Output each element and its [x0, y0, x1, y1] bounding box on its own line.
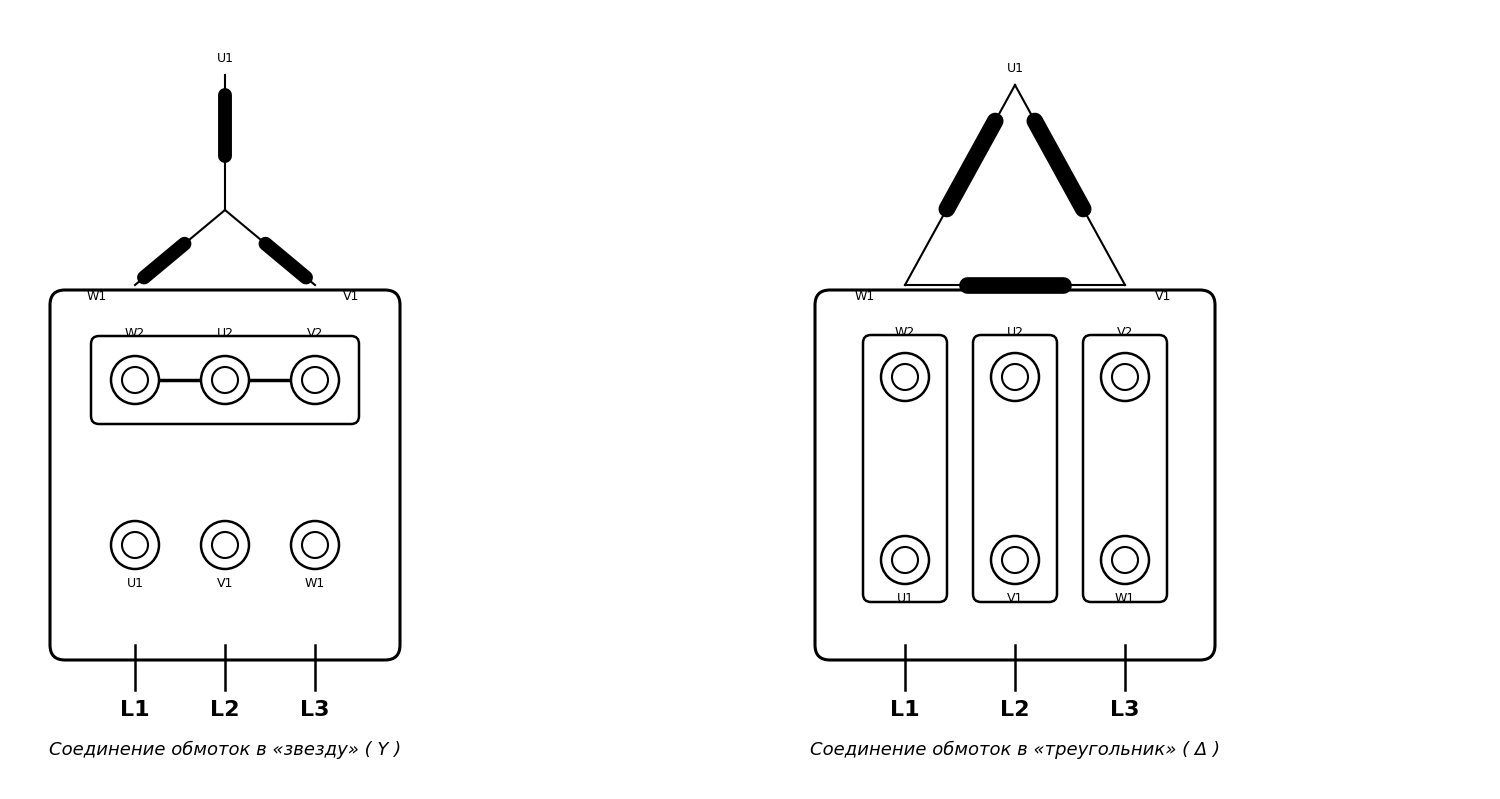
- Text: L1: L1: [890, 700, 920, 720]
- Circle shape: [992, 536, 1039, 584]
- Circle shape: [302, 367, 328, 393]
- Text: U1: U1: [897, 592, 914, 605]
- Text: V1: V1: [217, 577, 232, 590]
- Circle shape: [201, 356, 249, 404]
- Circle shape: [1101, 353, 1149, 401]
- FancyBboxPatch shape: [815, 290, 1215, 660]
- Text: U1: U1: [1007, 62, 1023, 75]
- Circle shape: [211, 367, 238, 393]
- Text: Соединение обмоток в «звезду» ( Y ): Соединение обмоток в «звезду» ( Y ): [50, 741, 400, 759]
- Text: W2: W2: [124, 327, 146, 340]
- Text: U1: U1: [126, 577, 144, 590]
- Circle shape: [892, 547, 918, 573]
- Text: V2: V2: [308, 327, 322, 340]
- Circle shape: [1112, 364, 1138, 390]
- Text: L2: L2: [1000, 700, 1029, 720]
- Circle shape: [302, 532, 328, 558]
- FancyBboxPatch shape: [50, 290, 400, 660]
- Circle shape: [291, 521, 339, 569]
- Circle shape: [1112, 547, 1138, 573]
- Circle shape: [880, 353, 928, 401]
- Text: V2: V2: [1118, 326, 1132, 339]
- Text: L2: L2: [210, 700, 240, 720]
- Text: V1: V1: [1007, 592, 1023, 605]
- Circle shape: [211, 532, 238, 558]
- Text: Соединение обмоток в «треугольник» ( Δ ): Соединение обмоток в «треугольник» ( Δ ): [810, 741, 1220, 759]
- Text: U2: U2: [1007, 326, 1023, 339]
- Circle shape: [1101, 536, 1149, 584]
- Circle shape: [111, 521, 159, 569]
- Circle shape: [880, 536, 928, 584]
- Text: V1: V1: [1155, 290, 1172, 303]
- Text: L3: L3: [1110, 700, 1140, 720]
- Text: U1: U1: [216, 52, 234, 65]
- Text: W1: W1: [1114, 592, 1136, 605]
- Circle shape: [291, 356, 339, 404]
- Text: L1: L1: [120, 700, 150, 720]
- Circle shape: [892, 364, 918, 390]
- Text: V1: V1: [344, 290, 360, 303]
- Circle shape: [122, 532, 148, 558]
- Text: W1: W1: [304, 577, 326, 590]
- Circle shape: [122, 367, 148, 393]
- Text: W1: W1: [855, 290, 874, 303]
- Text: L3: L3: [300, 700, 330, 720]
- Circle shape: [201, 521, 249, 569]
- Text: W2: W2: [896, 326, 915, 339]
- Circle shape: [1002, 364, 1028, 390]
- Text: U2: U2: [216, 327, 234, 340]
- Circle shape: [992, 353, 1039, 401]
- Circle shape: [111, 356, 159, 404]
- Circle shape: [1002, 547, 1028, 573]
- Text: W1: W1: [87, 290, 106, 303]
